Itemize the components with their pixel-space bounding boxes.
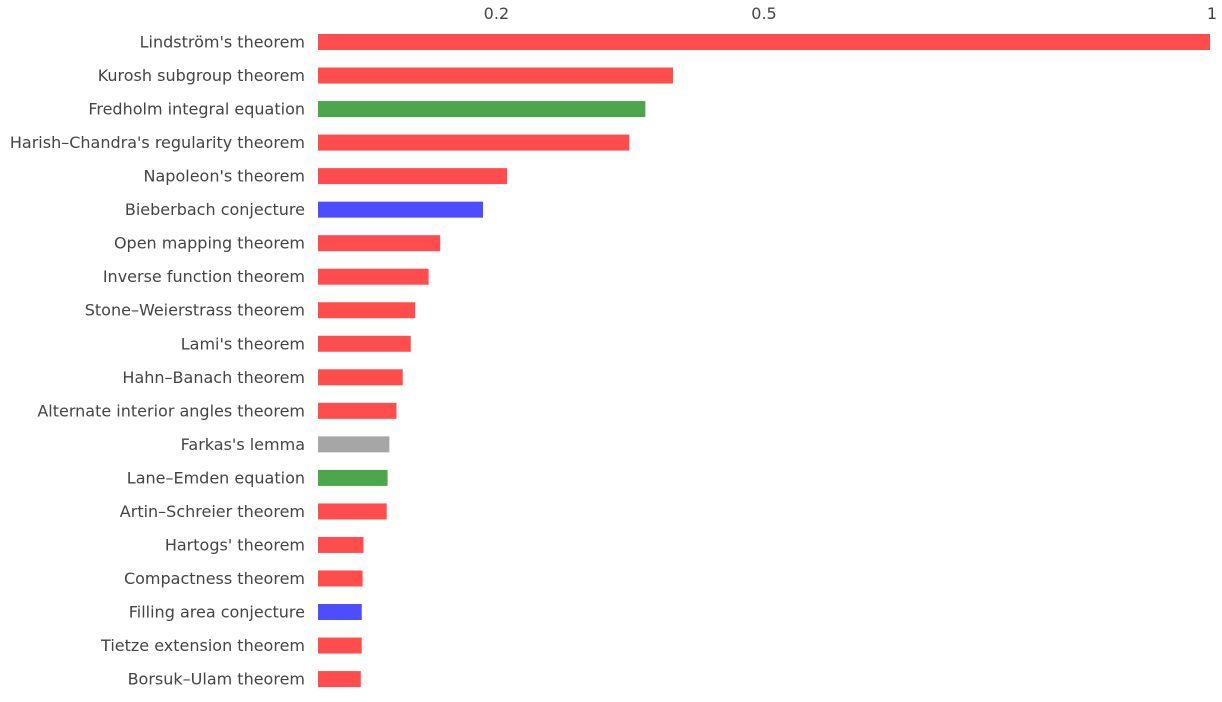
bar <box>318 436 390 453</box>
x-tick-label: 1 <box>1207 4 1217 23</box>
category-label: Lane–Emden equation <box>127 468 305 487</box>
category-label: Napoleon's theorem <box>144 167 305 186</box>
bar <box>318 536 364 553</box>
bar <box>318 469 388 486</box>
bar <box>318 34 1210 50</box>
category-label: Artin–Schreier theorem <box>120 502 305 521</box>
bar <box>318 201 484 218</box>
bar <box>318 302 416 319</box>
category-labels: Lindström's theorem Kurosh subgroup theor… <box>10 33 305 689</box>
x-tick-label: 0.5 <box>751 4 776 23</box>
category-label: Compactness theorem <box>124 569 305 588</box>
category-label: Lindström's theorem <box>140 33 305 52</box>
category-label: Tietze extension theorem <box>100 636 305 655</box>
category-label: Inverse function theorem <box>103 267 305 286</box>
category-label: Alternate interior angles theorem <box>37 401 305 420</box>
category-label: Fredholm integral equation <box>88 100 305 119</box>
bar <box>318 235 441 252</box>
bar <box>318 671 361 688</box>
x-tick-label: 0.2 <box>484 4 509 23</box>
bar <box>318 268 429 285</box>
bar <box>318 101 646 118</box>
x-axis-ticks: 0.2 0.5 1 <box>484 4 1217 23</box>
bar <box>318 503 387 520</box>
category-label: Hartogs' theorem <box>165 535 305 554</box>
category-label: Bieberbach conjecture <box>125 200 305 219</box>
bar <box>318 604 362 621</box>
bars <box>318 34 1210 688</box>
bar <box>318 134 630 151</box>
bar <box>318 637 362 654</box>
bar <box>318 570 363 587</box>
bar <box>318 335 411 352</box>
category-label: Hahn–Banach theorem <box>122 368 305 387</box>
category-label: Stone–Weierstrass theorem <box>85 301 305 320</box>
category-label: Harish–Chandra's regularity theorem <box>10 133 305 152</box>
category-label: Filling area conjecture <box>129 603 305 622</box>
category-label: Lami's theorem <box>181 334 305 353</box>
category-label: Kurosh subgroup theorem <box>98 66 305 85</box>
bar <box>318 402 397 419</box>
category-label: Open mapping theorem <box>114 234 305 253</box>
bar <box>318 168 508 185</box>
bar <box>318 369 403 386</box>
category-label: Farkas's lemma <box>181 435 305 454</box>
category-label: Borsuk–Ulam theorem <box>128 670 305 689</box>
bar <box>318 67 674 84</box>
